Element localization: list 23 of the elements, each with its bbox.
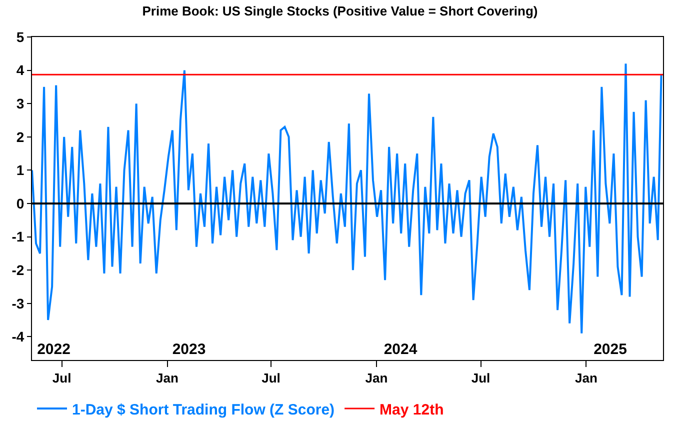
y-tick-label: 5 <box>16 28 24 45</box>
y-tick-label: 1 <box>16 162 24 178</box>
x2-tick-label: 2025 <box>594 341 627 358</box>
legend-label: May 12th <box>380 401 444 418</box>
x2-tick-label: 2024 <box>384 341 418 358</box>
y-tick-label: -4 <box>12 328 24 345</box>
x-tick-label: Jul <box>52 370 72 386</box>
x-tick-label: Jul <box>262 370 280 386</box>
y-tick-label: 3 <box>16 96 24 112</box>
x-tick-label: Jul <box>471 370 490 386</box>
y-tick-label: 0 <box>16 195 24 212</box>
legend-label: 1-Day $ Short Trading Flow (Z Score) <box>72 401 335 418</box>
y-tick-label: 4 <box>16 62 24 78</box>
chart-title: Prime Book: US Single Stocks (Positive Value = Short Covering) <box>142 4 538 19</box>
y-tick-label: 2 <box>16 128 24 145</box>
x2-tick-label: 2022 <box>37 341 70 358</box>
x-tick-label: Jan <box>365 370 388 386</box>
x2-tick-label: 2023 <box>172 341 206 358</box>
x-tick-label: Jan <box>156 370 179 386</box>
y-tick-label: -1 <box>12 228 24 245</box>
y-tick-label: -3 <box>12 295 24 312</box>
y-tick-label: -2 <box>12 262 24 278</box>
x-tick-label: Jan <box>574 370 598 386</box>
